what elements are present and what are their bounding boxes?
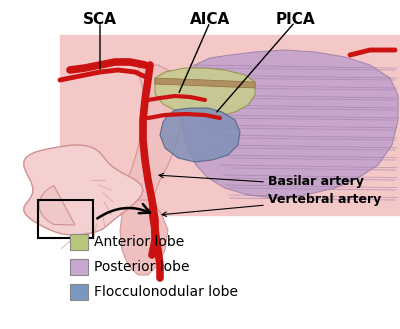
Polygon shape [155, 78, 255, 88]
Text: Basilar artery: Basilar artery [268, 175, 364, 189]
Polygon shape [182, 50, 398, 198]
Polygon shape [39, 186, 75, 225]
Text: AICA: AICA [190, 12, 230, 27]
Polygon shape [160, 108, 240, 162]
Text: Posterior lobe: Posterior lobe [94, 260, 190, 274]
Polygon shape [120, 200, 168, 275]
Text: Anterior lobe: Anterior lobe [94, 235, 184, 249]
Bar [70, 234, 88, 250]
Text: Vertebral artery: Vertebral artery [268, 193, 381, 207]
Polygon shape [24, 145, 143, 235]
Text: SCA: SCA [83, 12, 117, 27]
Bar [70, 259, 88, 275]
Polygon shape [155, 68, 255, 116]
Text: PICA: PICA [275, 12, 315, 27]
Text: Flocculonodular lobe: Flocculonodular lobe [94, 285, 238, 299]
Polygon shape [60, 35, 400, 215]
Polygon shape [120, 65, 182, 215]
Bar [70, 284, 88, 300]
Bar [38, 200, 93, 238]
